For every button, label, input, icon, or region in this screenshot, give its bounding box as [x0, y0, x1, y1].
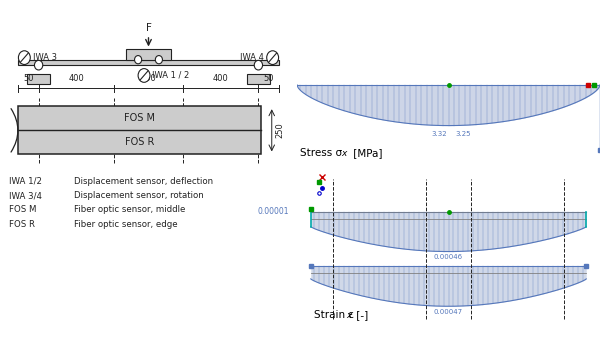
Bar	[18, 60, 279, 65]
Text: Strain ε: Strain ε	[314, 310, 353, 320]
Text: [MPa]: [MPa]	[350, 148, 383, 158]
Text: Fiber optic sensor, middle: Fiber optic sensor, middle	[74, 205, 185, 214]
Text: FOS R: FOS R	[9, 220, 35, 229]
Text: F: F	[146, 23, 151, 33]
Text: IWA 4: IWA 4	[241, 53, 265, 62]
Circle shape	[19, 51, 30, 64]
Circle shape	[267, 51, 278, 64]
Text: IWA 3/4: IWA 3/4	[9, 191, 42, 200]
Text: Displacement sensor, rotation: Displacement sensor, rotation	[74, 191, 204, 200]
Text: 200: 200	[140, 74, 157, 83]
Circle shape	[138, 69, 150, 82]
Text: 50: 50	[263, 74, 274, 83]
Circle shape	[254, 60, 263, 70]
Text: 0.00047: 0.00047	[434, 309, 463, 315]
Text: 50: 50	[23, 74, 34, 83]
Text: FOS M: FOS M	[124, 113, 155, 123]
Text: 400: 400	[213, 74, 229, 83]
Text: 250: 250	[275, 122, 284, 138]
Text: 400: 400	[68, 74, 84, 83]
Text: x: x	[347, 311, 352, 320]
Text: 0.00046: 0.00046	[434, 254, 463, 260]
Text: FOS M: FOS M	[9, 205, 37, 214]
Circle shape	[34, 60, 43, 70]
Text: IWA 3: IWA 3	[32, 53, 56, 62]
Text: 3.25: 3.25	[456, 131, 472, 137]
Text: Fiber optic sensor, edge: Fiber optic sensor, edge	[74, 220, 178, 229]
Text: IWA 1/2: IWA 1/2	[9, 177, 42, 186]
Bar	[27, 74, 50, 84]
Text: Displacement sensor, deflection: Displacement sensor, deflection	[74, 177, 214, 186]
Text: 0.00001: 0.00001	[257, 207, 289, 216]
Text: 3.32: 3.32	[431, 131, 447, 137]
Text: FOS R: FOS R	[125, 137, 154, 147]
Text: x: x	[341, 149, 346, 158]
Bar	[126, 49, 171, 60]
Bar	[247, 74, 270, 84]
Text: Stress σ: Stress σ	[300, 148, 342, 158]
Bar	[18, 106, 262, 154]
Circle shape	[155, 56, 163, 64]
Text: IWA 1 / 2: IWA 1 / 2	[152, 71, 190, 80]
Circle shape	[134, 56, 142, 64]
Text: [-]: [-]	[353, 310, 369, 320]
